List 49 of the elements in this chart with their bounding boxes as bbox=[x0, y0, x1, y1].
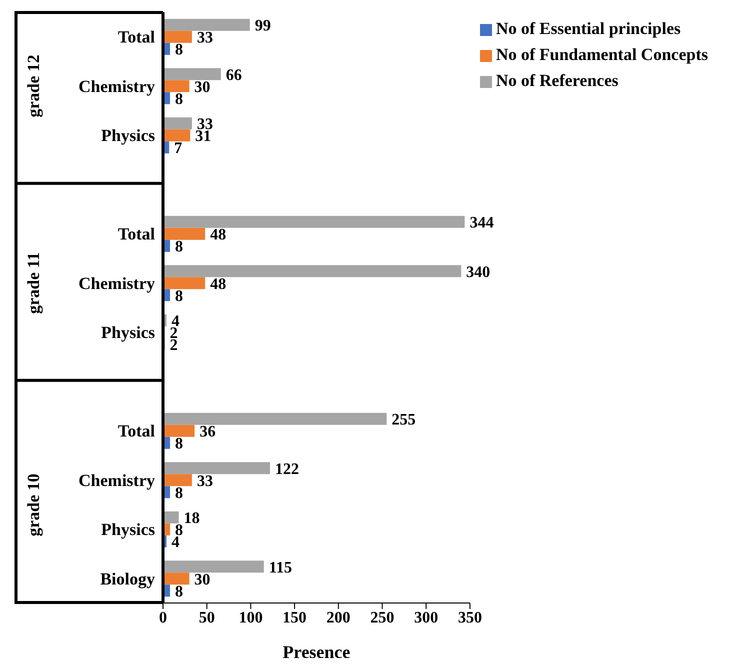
legend-label: No of References bbox=[496, 71, 618, 90]
data-label: 8 bbox=[175, 90, 184, 108]
legend-label: No of Essential principles bbox=[496, 19, 681, 38]
y-tick-label: Chemistry bbox=[78, 274, 156, 293]
data-label: 8 bbox=[175, 238, 184, 256]
y-tick-label: Physics bbox=[101, 323, 156, 342]
data-label: 99 bbox=[254, 18, 271, 35]
x-tick-label: 100 bbox=[238, 609, 263, 626]
y-tick-label: Physics bbox=[101, 520, 156, 540]
x-tick-label: 150 bbox=[282, 609, 307, 626]
legend-label: No of Fundamental Concepts bbox=[496, 45, 708, 64]
y-tick-label: Biology bbox=[100, 569, 156, 588]
data-label: 48 bbox=[210, 276, 226, 293]
data-label: 8 bbox=[175, 288, 184, 305]
data-label: 18 bbox=[184, 510, 200, 528]
y-tick-label: Physics bbox=[101, 126, 156, 146]
data-label: 344 bbox=[470, 214, 494, 232]
y-tick-label: Chemistry bbox=[78, 76, 156, 96]
data-label: 66 bbox=[226, 66, 242, 84]
text: grade 12 bbox=[24, 54, 44, 118]
x-tick-label: 50 bbox=[198, 609, 215, 626]
x-tick-label: 350 bbox=[458, 609, 482, 626]
data-label: 30 bbox=[194, 571, 210, 588]
y-tick-label: Chemistry bbox=[78, 470, 156, 490]
data-label: 8 bbox=[175, 42, 184, 59]
data-label: 48 bbox=[210, 226, 226, 244]
data-label: 122 bbox=[274, 460, 299, 478]
y-tick-label: Total bbox=[118, 422, 156, 441]
data-label: 340 bbox=[466, 264, 490, 281]
text: grade 10 bbox=[24, 473, 44, 536]
data-label: 33 bbox=[196, 472, 213, 490]
y-tick-label: Total bbox=[118, 224, 156, 244]
x-tick-label: 250 bbox=[370, 609, 394, 626]
data-label: 36 bbox=[200, 424, 216, 441]
data-label: 255 bbox=[392, 412, 416, 429]
y-tick-label: Total bbox=[118, 28, 156, 47]
data-label: 7 bbox=[174, 140, 182, 158]
data-label: 33 bbox=[196, 30, 213, 47]
data-label: 8 bbox=[175, 583, 184, 600]
x-tick-label: 0 bbox=[159, 609, 167, 626]
x-tick-label: 300 bbox=[414, 609, 438, 626]
data-label: 115 bbox=[268, 559, 292, 576]
text: grade 11 bbox=[24, 252, 44, 314]
data-label: 4 bbox=[172, 534, 180, 552]
x-axis-title: Presence bbox=[282, 642, 350, 662]
data-label: 8 bbox=[175, 484, 184, 502]
data-label: 8 bbox=[175, 436, 184, 453]
x-tick-label: 200 bbox=[326, 609, 350, 626]
data-label: 30 bbox=[194, 78, 210, 96]
